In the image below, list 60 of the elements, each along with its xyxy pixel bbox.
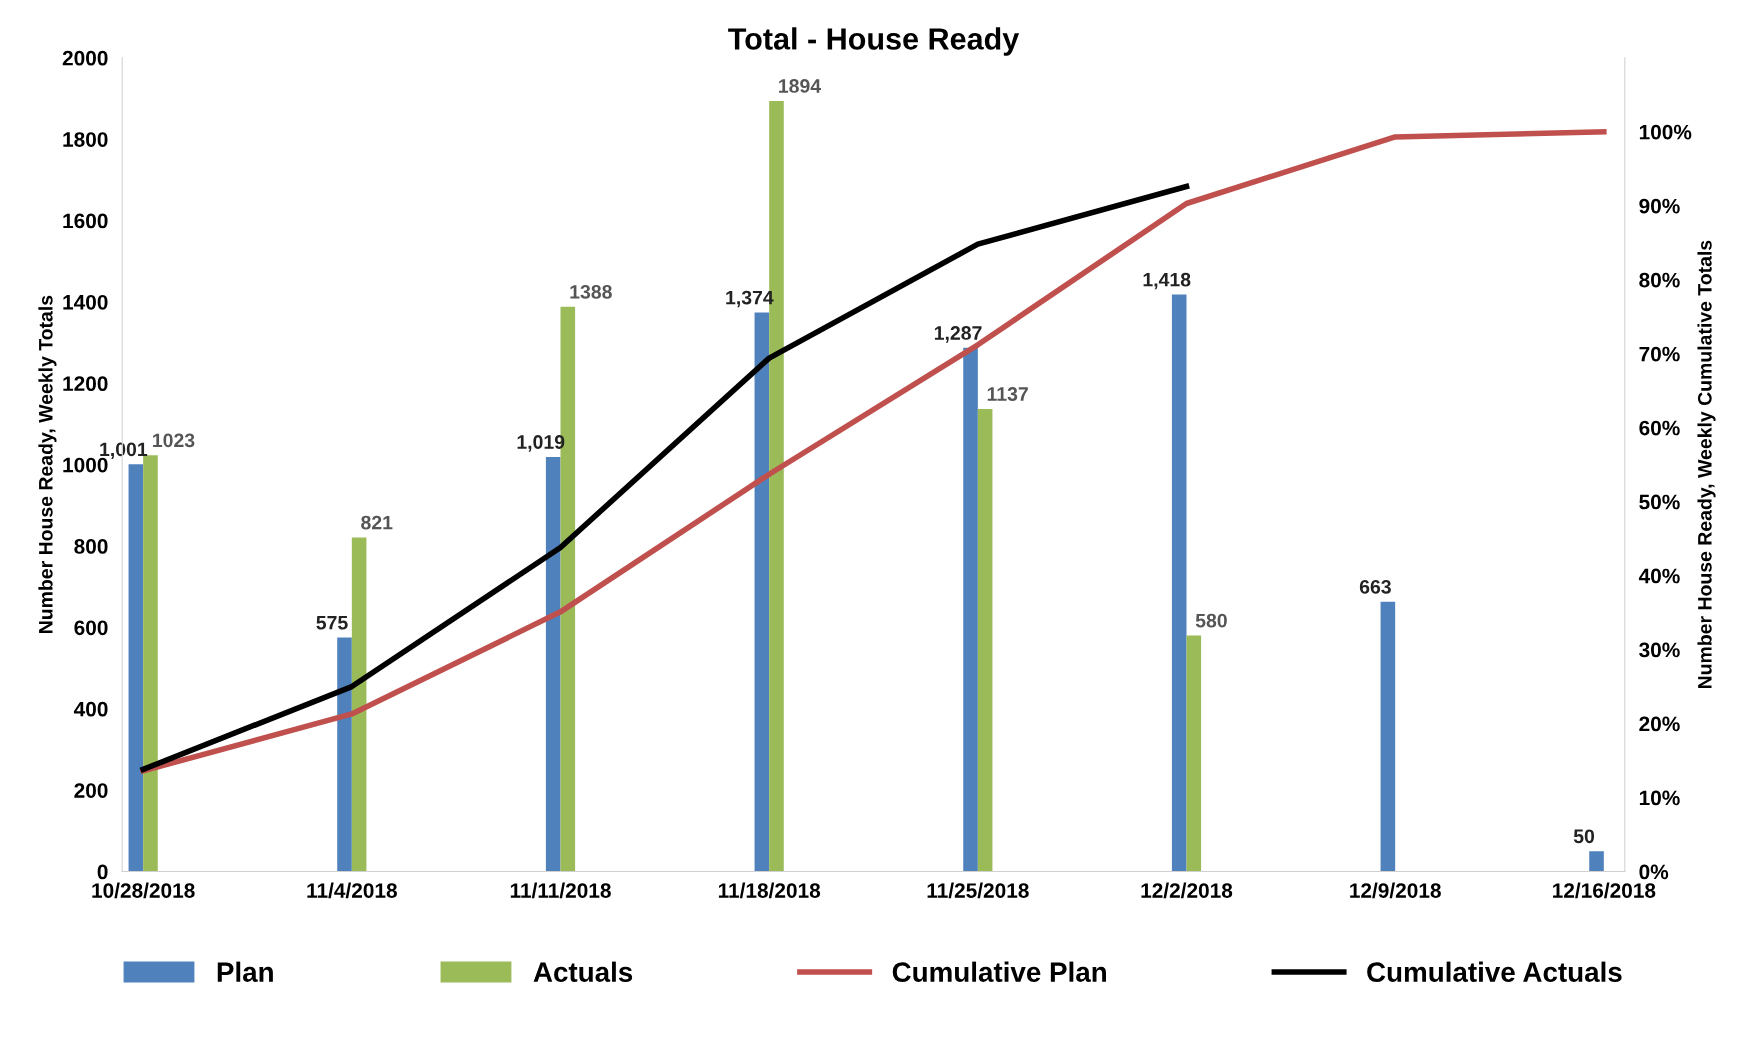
- legend-label: Cumulative Plan: [892, 961, 1106, 982]
- data-label: 1137: [987, 387, 1028, 401]
- y2-tick-label: 40%: [1638, 568, 1680, 584]
- x-tick-label: 11/11/2018: [510, 882, 611, 899]
- data-label: 1,287: [934, 326, 982, 343]
- data-label: 575: [316, 615, 348, 630]
- y2-tick-label: 80%: [1639, 272, 1680, 288]
- y-tick-label: 0: [97, 864, 108, 880]
- bar: [337, 637, 352, 872]
- y2-tick-label: 100%: [1639, 124, 1692, 140]
- x-tick-label: 12/16/2018: [1553, 882, 1656, 899]
- y2-tick-label: 50%: [1639, 494, 1680, 510]
- bar: [963, 347, 978, 872]
- y2-tick-label: 10%: [1639, 790, 1680, 806]
- y2-axis-title: Number House Ready, Weekly Cumulative Totals: [1697, 240, 1716, 689]
- data-label: 1,418: [1143, 272, 1191, 290]
- data-label: 1388: [570, 284, 612, 299]
- data-label: 580: [1195, 613, 1227, 628]
- bar: [1186, 635, 1202, 872]
- bar: [1171, 294, 1187, 872]
- chart-title: Total - House Ready: [728, 27, 1020, 56]
- y-tick-label: 600: [74, 620, 108, 636]
- x-tick-label: 11/18/2018: [718, 882, 821, 899]
- legend-label: Actuals: [533, 961, 633, 982]
- y2-tick-label: 60%: [1639, 420, 1680, 436]
- bar: [1589, 851, 1604, 872]
- bar: [545, 456, 561, 872]
- y-tick-label: 1200: [63, 376, 108, 391]
- y-tick-label: 1400: [63, 294, 108, 310]
- data-label: 50: [1573, 829, 1595, 844]
- data-label: 821: [361, 515, 393, 530]
- bar: [754, 312, 770, 872]
- data-label: 1894: [779, 79, 822, 93]
- x-tick-label: 11/4/2018: [307, 882, 397, 899]
- y2-tick-label: 20%: [1639, 716, 1680, 732]
- data-label: 1023: [153, 433, 195, 448]
- y-tick-label: 1600: [63, 213, 108, 229]
- x-tick-label: 12/9/2018: [1350, 882, 1441, 899]
- y2-tick-label: 70%: [1639, 346, 1680, 362]
- y-tick-label: 1800: [63, 132, 108, 147]
- bar: [128, 464, 144, 872]
- x-tick-label: 12/2/2018: [1141, 882, 1233, 899]
- y-axis-title: Number House Ready, Weekly Totals: [38, 295, 57, 633]
- y2-tick-label: 90%: [1639, 198, 1680, 214]
- x-tick-label: 10/28/2018: [92, 882, 195, 899]
- legend-label: Cumulative Actuals: [1367, 961, 1622, 982]
- x-tick-label: 11/25/2018: [927, 882, 1029, 899]
- data-label: 663: [1359, 579, 1391, 594]
- y2-tick-label: 30%: [1639, 642, 1680, 658]
- data-label: 1,001: [100, 442, 148, 460]
- y-tick-label: 400: [73, 701, 108, 717]
- bar: [351, 537, 367, 872]
- legend-label: Plan: [217, 961, 273, 982]
- y-tick-label: 1000: [63, 457, 108, 473]
- bar: [1380, 601, 1396, 872]
- y-tick-label: 800: [74, 539, 108, 554]
- y-tick-label: 200: [74, 783, 108, 798]
- y-tick-label: 2000: [62, 50, 108, 66]
- bar: [977, 408, 993, 872]
- y2-tick-label: 0%: [1639, 864, 1669, 880]
